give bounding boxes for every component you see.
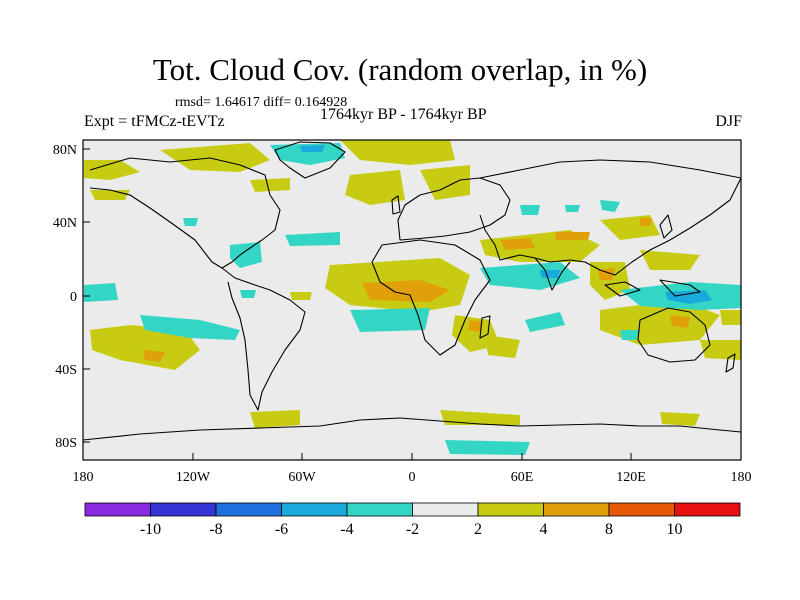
lat-tick-label: 40S (55, 363, 77, 378)
colorbar-swatch (150, 502, 217, 517)
colorbar-swatch (281, 502, 348, 517)
lon-tick-label: 180 (731, 470, 752, 485)
lat-tick-label: 0 (70, 290, 77, 305)
colorbar-label: 4 (540, 521, 548, 538)
anomaly-field (83, 140, 741, 455)
colorbar-label: -10 (140, 521, 161, 538)
colorbar-swatch (543, 502, 610, 517)
lon-tick-label: 60E (511, 470, 534, 485)
colorbar-swatch (477, 502, 544, 517)
colorbar-label: -8 (209, 521, 222, 538)
coastlines (83, 141, 741, 441)
colorbar-label: -6 (275, 521, 288, 538)
lat-tick-label: 80S (55, 436, 77, 451)
stats-text: rmsd= 1.64617 diff= 0.164928 (175, 95, 348, 110)
colorbar-swatch (608, 502, 675, 517)
lon-tick-label: 120W (176, 470, 211, 485)
colorbar: -10 -8 -6 -4 -2 2 4 8 10 (84, 502, 741, 538)
colorbar-label: -2 (406, 521, 419, 538)
lon-tick-label: 120E (616, 470, 646, 485)
colorbar-label: 10 (667, 521, 683, 538)
lat-tick-label: 40N (53, 216, 77, 231)
experiment-label: Expt = tFMCz-tEVTz (84, 113, 225, 130)
lon-tick-label: 0 (409, 470, 416, 485)
colorbar-swatch (215, 502, 282, 517)
colorbar-swatch (84, 502, 151, 517)
colorbar-label: 8 (605, 521, 613, 538)
colorbar-label: -4 (340, 521, 353, 538)
colorbar-swatch (346, 502, 413, 517)
lon-tick-label: 180 (73, 470, 94, 485)
lat-tick-label: 80N (53, 143, 77, 158)
lon-tick-label: 60W (288, 470, 316, 485)
map-title: Tot. Cloud Cov. (random overlap, in %) (152, 52, 648, 87)
colorbar-swatch (674, 502, 741, 517)
period-label: 1764kyr BP - 1764kyr BP (320, 106, 487, 123)
colorbar-swatch (412, 502, 479, 517)
colorbar-label: 2 (474, 521, 482, 538)
season-label: DJF (715, 113, 742, 130)
